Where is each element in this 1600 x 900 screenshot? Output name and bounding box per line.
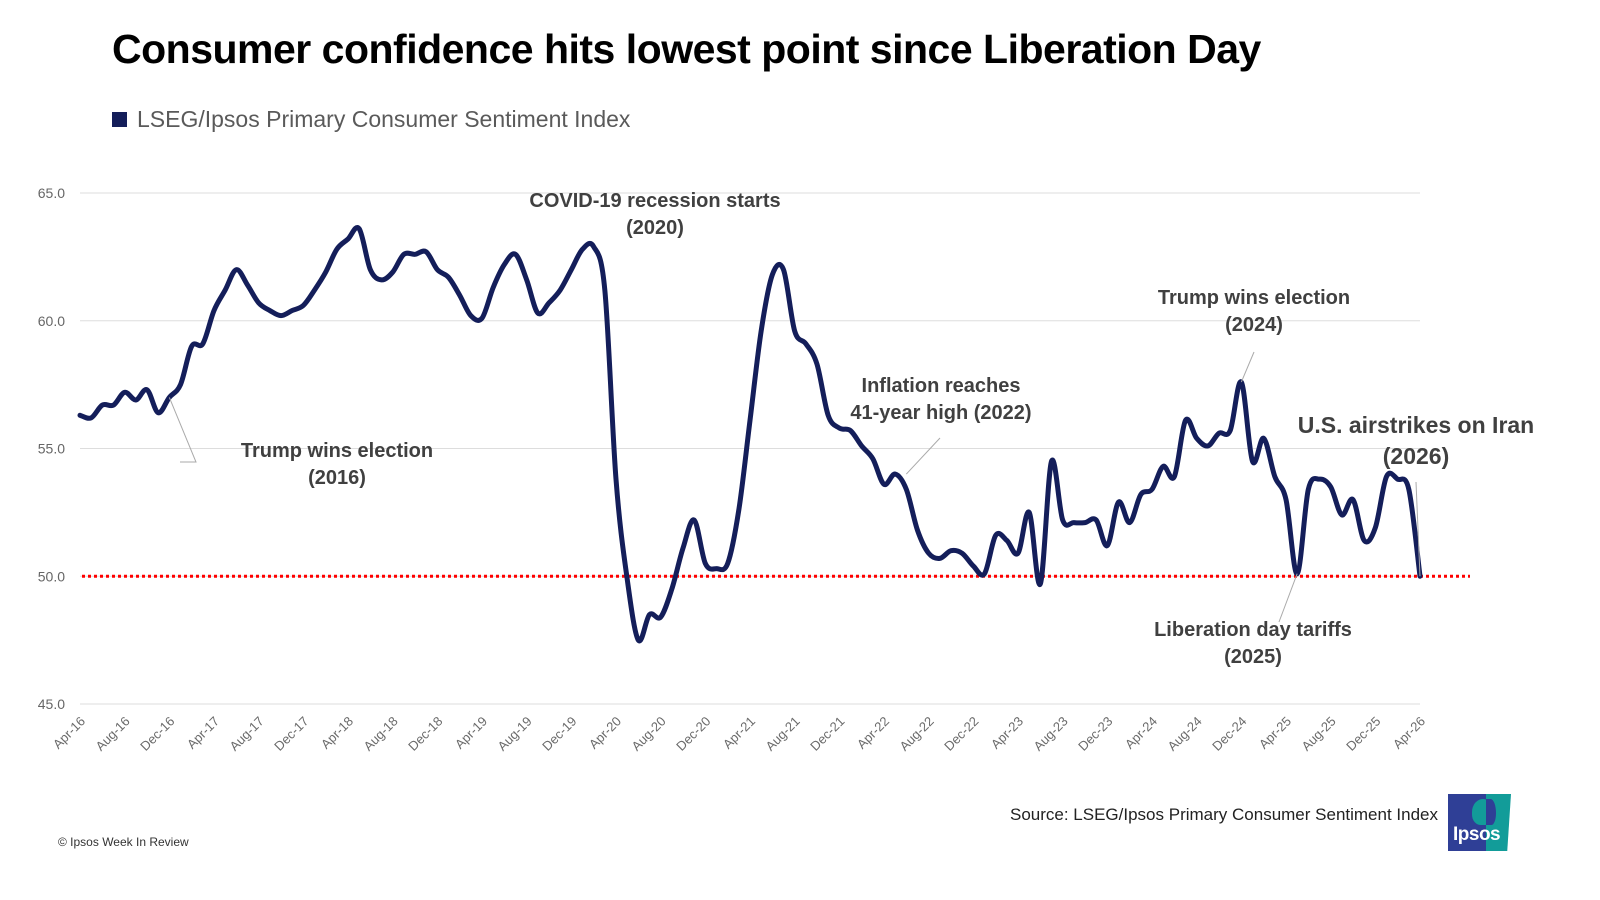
x-tick-label: Apr-19: [452, 714, 490, 752]
x-tick-label: Apr-17: [184, 714, 222, 752]
x-tick-label: Dec-22: [941, 714, 981, 754]
y-tick-label: 45.0: [38, 696, 65, 712]
x-tick-label: Dec-20: [673, 714, 713, 754]
source-note: Source: LSEG/Ipsos Primary Consumer Sent…: [1009, 805, 1438, 824]
x-tick-label: Apr-22: [854, 714, 892, 752]
x-tick-label: Dec-23: [1075, 714, 1115, 754]
x-tick-label: Apr-21: [720, 714, 758, 752]
copyright-note: © Ipsos Week In Review: [58, 835, 189, 849]
annotation-leader-line: [1278, 573, 1298, 623]
x-tick-label: Apr-24: [1122, 714, 1160, 752]
annotation-label: (2026): [1383, 443, 1449, 469]
chart-title: Consumer confidence hits lowest point si…: [112, 26, 1261, 72]
annotation-label: Trump wins election: [241, 440, 433, 462]
annotation-label: (2024): [1225, 314, 1283, 336]
x-tick-label: Dec-18: [405, 714, 445, 754]
x-tick-label: Dec-16: [137, 714, 177, 754]
annotation-label: COVID-19 recession starts: [529, 190, 780, 212]
annotation-label: (2016): [308, 467, 366, 489]
ipsos-logo: Ipsos: [1448, 794, 1511, 851]
x-tick-label: Aug-24: [1165, 714, 1205, 754]
annotation-label: (2020): [626, 217, 684, 239]
logo-text: Ipsos: [1453, 824, 1501, 845]
annotation-label: U.S. airstrikes on Iran: [1298, 412, 1534, 438]
x-tick-label: Aug-23: [1031, 714, 1071, 754]
x-tick-label: Dec-17: [271, 714, 311, 754]
y-tick-label: 50.0: [38, 568, 65, 584]
x-tick-label: Apr-25: [1256, 714, 1294, 752]
x-tick-label: Apr-16: [50, 714, 88, 752]
x-tick-label: Apr-26: [1390, 714, 1428, 752]
x-tick-label: Apr-23: [988, 714, 1026, 752]
x-tick-label: Aug-16: [93, 714, 133, 754]
x-tick-label: Dec-25: [1343, 714, 1383, 754]
x-tick-label: Dec-24: [1209, 714, 1249, 754]
y-tick-label: 60.0: [38, 313, 65, 329]
x-tick-label: Aug-18: [361, 714, 401, 754]
annotation-label: (2025): [1224, 646, 1282, 668]
annotation-leader-line: [168, 397, 197, 463]
series-line: [77, 225, 1423, 644]
legend-label: LSEG/Ipsos Primary Consumer Sentiment In…: [137, 106, 631, 132]
annotation-label: Liberation day tariffs: [1154, 619, 1352, 641]
annotation-leader-line: [905, 437, 941, 475]
annotation-label: 41-year high (2022): [850, 402, 1031, 424]
annotation-label: Trump wins election: [1158, 287, 1350, 309]
y-tick-label: 55.0: [38, 441, 65, 457]
x-tick-label: Aug-20: [629, 714, 669, 754]
x-tick-label: Dec-21: [807, 714, 847, 754]
x-tick-label: Aug-17: [227, 714, 267, 754]
legend-swatch: [112, 112, 127, 127]
annotation-label: Inflation reaches: [862, 375, 1021, 397]
x-tick-label: Apr-18: [318, 714, 356, 752]
x-tick-label: Aug-21: [763, 714, 803, 754]
y-tick-label: 65.0: [38, 185, 65, 201]
x-tick-label: Aug-19: [495, 714, 535, 754]
x-tick-label: Apr-20: [586, 714, 624, 752]
annotation-leader-line: [1415, 481, 1421, 577]
legend: LSEG/Ipsos Primary Consumer Sentiment In…: [112, 106, 630, 133]
annotation-leader-line: [1240, 351, 1255, 383]
x-tick-label: Aug-25: [1299, 714, 1339, 754]
logo-head-shadow-icon: [1486, 799, 1496, 825]
x-tick-label: Aug-22: [897, 714, 937, 754]
x-tick-label: Dec-19: [539, 714, 579, 754]
